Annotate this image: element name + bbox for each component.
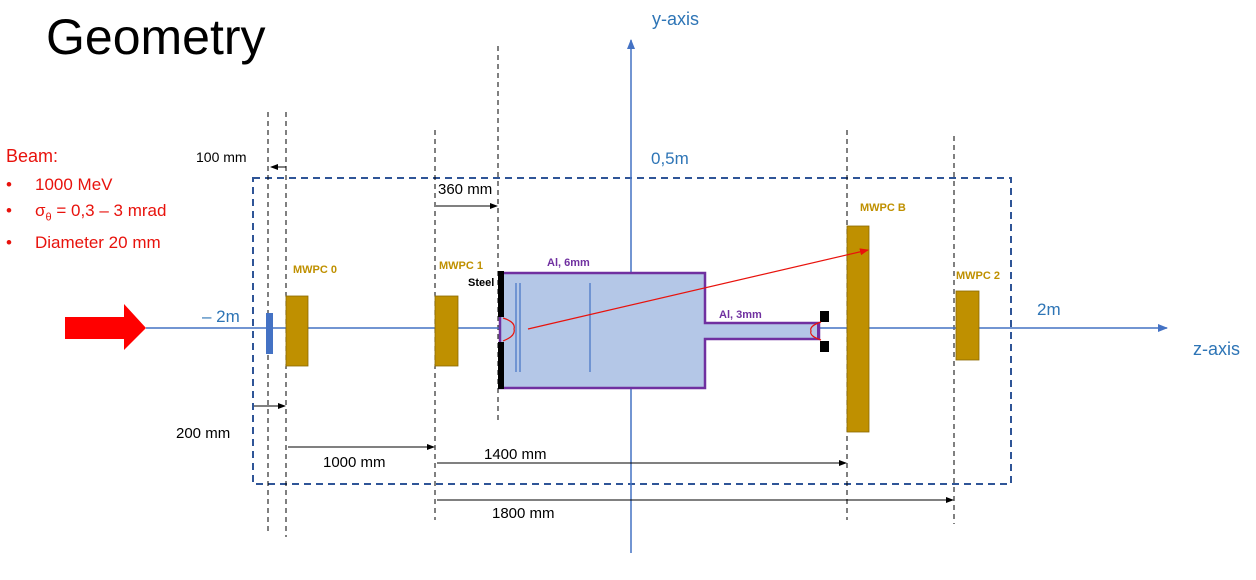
scattering-chamber — [498, 271, 821, 390]
mwpc1-detector — [434, 295, 459, 367]
exit-flange-top — [820, 311, 829, 322]
mwpc0-label: MWPC 0 — [293, 264, 337, 276]
dim-label-200mm: 200 mm — [176, 425, 230, 442]
dim-label-1800mm: 1800 mm — [492, 505, 555, 522]
scattered-particle-track — [527, 248, 869, 330]
beam-arrow-icon — [65, 304, 146, 350]
entrance-window — [502, 317, 515, 342]
mwpcB-detector — [846, 225, 870, 433]
dim-label-360mm: 360 mm — [438, 181, 492, 198]
z-plus-2m-mark: 2m — [1037, 300, 1061, 319]
beam-heading: Beam: — [6, 146, 59, 166]
z-minus-2m-mark: – 2m — [202, 307, 240, 326]
page-title: Geometry — [46, 9, 266, 65]
mwpc1-label: MWPC 1 — [439, 260, 483, 272]
y-axis-label: y-axis — [652, 9, 699, 29]
mwpc0-detector — [285, 295, 309, 367]
dim-label-1000mm: 1000 mm — [323, 454, 386, 471]
steel-flange-bottom — [498, 342, 504, 389]
setup-boundary-box — [252, 177, 1012, 485]
exit-window-arc — [810, 321, 822, 341]
y-half-meter-mark: 0,5m — [651, 149, 689, 168]
steel-label: Steel — [468, 277, 494, 289]
divergence-value: = 0,3 – 3 mrad — [51, 201, 167, 220]
mwpcB-label: MWPC B — [860, 202, 906, 214]
exit-flange-bottom — [820, 341, 829, 352]
al-3mm-label: Al, 3mm — [719, 309, 762, 321]
target — [266, 313, 273, 354]
dim-label-1400mm: 1400 mm — [484, 446, 547, 463]
beam-energy: 1000 MeV — [6, 172, 166, 198]
beam-parameters: 1000 MeV σθ = 0,3 – 3 mrad Diameter 20 m… — [6, 172, 166, 256]
steel-flange-top — [498, 271, 504, 317]
al-6mm-label: Al, 6mm — [547, 257, 590, 269]
beam-divergence: σθ = 0,3 – 3 mrad — [6, 198, 166, 230]
sigma-symbol: σ — [35, 201, 46, 220]
mwpc2-label: MWPC 2 — [956, 270, 1000, 282]
theta-subscript: θ — [45, 211, 52, 224]
beam-diameter: Diameter 20 mm — [6, 230, 166, 256]
dim-label-100mm: 100 mm — [196, 149, 247, 165]
z-axis-label: z-axis — [1193, 339, 1240, 359]
mwpc2-detector — [955, 290, 980, 361]
